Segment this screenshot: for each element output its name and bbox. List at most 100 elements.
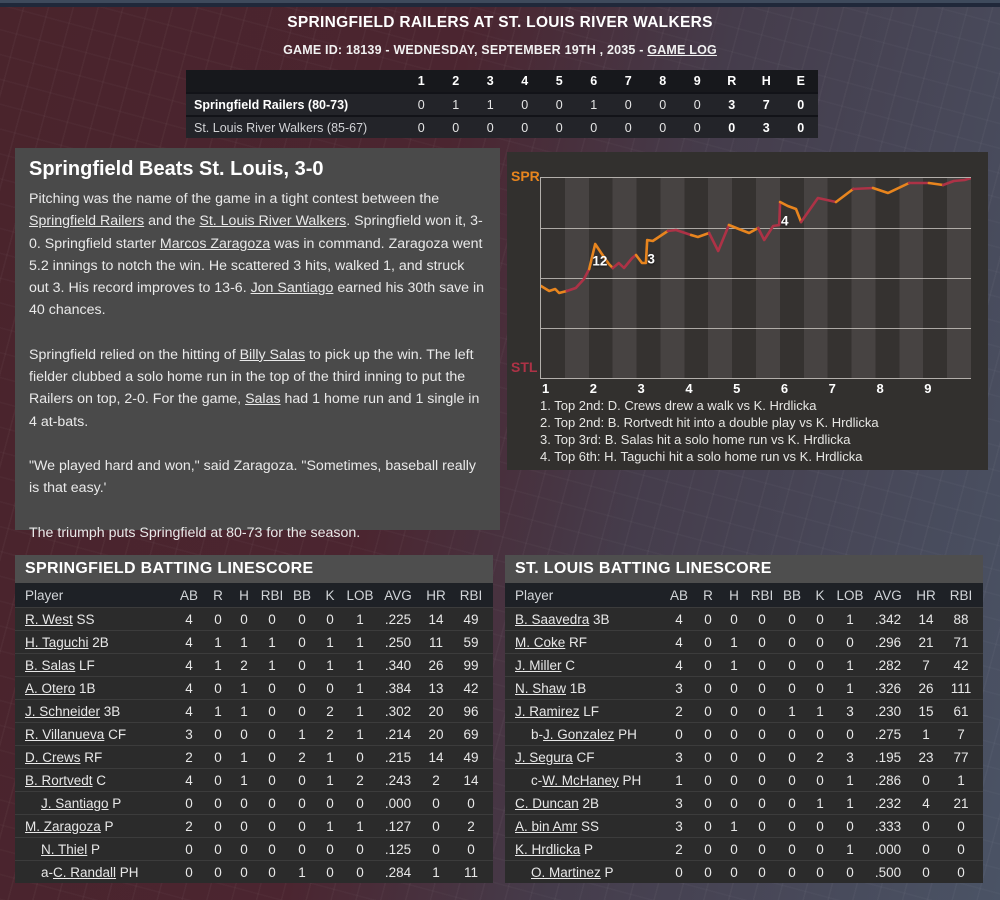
- stat-cell: 4: [922, 795, 930, 811]
- stat-cell: 0: [758, 818, 766, 834]
- stat-cell: 21: [918, 634, 934, 650]
- stat-cell: 0: [298, 841, 306, 857]
- batting-row: J. Santiago P 0 0 0 0 0 0 0 .000 0 0: [15, 791, 493, 814]
- stat-cell: 0: [730, 749, 738, 765]
- player-link[interactable]: O. Martinez: [531, 864, 601, 880]
- stat-cell: 0: [957, 864, 965, 880]
- batting-row: c-W. McHaney PH 1 0 0 0 0 0 1 .286 0 1: [505, 768, 983, 791]
- stat-cell: 0: [326, 795, 334, 811]
- player-link[interactable]: J. Santiago: [41, 795, 109, 811]
- player-link[interactable]: B. Saavedra: [515, 611, 590, 627]
- stat-cell: 71: [953, 634, 969, 650]
- stat-cell: 0: [788, 818, 796, 834]
- player-link[interactable]: N. Shaw: [515, 680, 567, 696]
- player-link[interactable]: M. Zaragoza: [25, 818, 101, 834]
- stat-cell: 111: [950, 680, 972, 696]
- game-log-link[interactable]: GAME LOG: [647, 43, 717, 57]
- stat-cell: 1: [846, 772, 854, 788]
- stat-cell: 1: [268, 634, 276, 650]
- stat-cell: 1: [356, 818, 364, 834]
- player-position: P: [600, 864, 614, 880]
- linescore-team-row: Springfield Railers (80-73) 0 1 1 0 0 1 0 0 0 3 7 0: [186, 92, 818, 115]
- player-link[interactable]: J. Segura: [515, 749, 573, 765]
- inning-tick-label: 2: [589, 381, 597, 396]
- player-link[interactable]: C. Duncan: [515, 795, 579, 811]
- player-link[interactable]: H. Taguchi: [25, 634, 89, 650]
- stat-cell: 0: [240, 841, 248, 857]
- stat-cell: 0: [846, 864, 854, 880]
- batting-row: J. Miller C 4 0 1 0 0 0 1 .282 7 42: [505, 653, 983, 676]
- player-link[interactable]: B. Salas: [25, 657, 76, 673]
- player-team-link[interactable]: Marcos Zaragoza: [159, 235, 271, 252]
- stat-cell: 0: [467, 795, 475, 811]
- player-link[interactable]: B. Rortvedt: [25, 772, 93, 788]
- spr-axis-label: SPR: [511, 168, 540, 184]
- stat-cell: 4: [675, 657, 683, 673]
- stat-cell: .275: [874, 726, 902, 742]
- player-link[interactable]: R. West: [25, 611, 73, 627]
- stat-cell: 1: [675, 772, 683, 788]
- player-link[interactable]: M. Coke: [515, 634, 566, 650]
- stat-cell: 0: [816, 680, 824, 696]
- stat-cell: 0: [240, 864, 248, 880]
- stat-cell: 0: [730, 841, 738, 857]
- stat-cell: 0: [298, 680, 306, 696]
- stat-cell: 0: [816, 818, 824, 834]
- player-link[interactable]: R. Villanueva: [25, 726, 105, 742]
- stat-cell: 2: [356, 772, 364, 788]
- player-team-link[interactable]: Springfield Railers: [29, 213, 145, 230]
- player-link[interactable]: C. Randall: [53, 864, 117, 880]
- player-link[interactable]: A. bin Amr: [515, 818, 578, 834]
- batting-row: C. Duncan 2B 3 0 0 0 0 1 1 .232 4 21: [505, 791, 983, 814]
- player-link[interactable]: J. Schneider: [25, 703, 101, 719]
- player-position: RF: [80, 749, 103, 765]
- player-team-link[interactable]: St. Louis River Walkers: [199, 213, 347, 230]
- stat-cell: .127: [384, 818, 412, 834]
- recap-headline: Springfield Beats St. Louis, 3-0: [29, 158, 324, 180]
- stat-cell: 0: [788, 749, 796, 765]
- player-team-link[interactable]: Billy Salas: [239, 346, 306, 363]
- player-team-link[interactable]: Jon Santiago: [250, 280, 334, 297]
- stat-cell: 3: [675, 680, 683, 696]
- win-probability-chart: 12 3 4: [540, 177, 971, 379]
- player-link[interactable]: J. Ramirez: [515, 703, 580, 719]
- player-position: 2B: [578, 795, 600, 811]
- player-cell: c-W. McHaney PH: [531, 772, 642, 788]
- stat-cell: 4: [185, 680, 193, 696]
- player-link[interactable]: A. Otero: [25, 680, 76, 696]
- stat-cell: .326: [874, 680, 902, 696]
- player-team-link[interactable]: Salas: [245, 391, 281, 408]
- player-position: P: [580, 841, 594, 857]
- stat-cell: 4: [675, 611, 683, 627]
- stat-cell: 4: [185, 657, 193, 673]
- player-cell: K. Hrdlicka P: [505, 842, 663, 857]
- batting-row: B. Rortvedt C 4 0 1 0 0 1 2 .243 2 14: [15, 768, 493, 791]
- stat-cell: .232: [874, 795, 902, 811]
- batting-row: M. Coke RF 4 0 1 0 0 0 0 .296 21 71: [505, 630, 983, 653]
- stat-cell: .286: [874, 772, 902, 788]
- recap-paragraph: "We played hard and won," said Zaragoza.…: [29, 455, 486, 500]
- stat-cell: 1: [356, 680, 364, 696]
- player-link[interactable]: J. Gonzalez: [543, 726, 615, 742]
- stat-cell: 0: [268, 611, 276, 627]
- stat-cell: 0: [214, 611, 222, 627]
- batting-row: B. Saavedra 3B 4 0 0 0 0 0 1 .342 14 88: [505, 607, 983, 630]
- stat-cell: 1: [326, 749, 334, 765]
- batting-row: O. Martinez P 0 0 0 0 0 0 0 .500 0 0: [505, 860, 983, 883]
- player-link[interactable]: D. Crews: [25, 749, 81, 765]
- stat-cell: 0: [185, 841, 193, 857]
- player-link[interactable]: W. McHaney: [542, 772, 619, 788]
- batting-table-title: SPRINGFIELD BATTING LINESCORE: [15, 555, 493, 583]
- stat-cell: 0: [326, 680, 334, 696]
- stat-cell: 3: [675, 749, 683, 765]
- stat-cell: 0: [704, 657, 712, 673]
- stat-cell: 1: [356, 657, 364, 673]
- player-link[interactable]: N. Thiel: [41, 841, 88, 857]
- player-link[interactable]: J. Miller: [515, 657, 562, 673]
- stat-cell: 0: [758, 841, 766, 857]
- stat-cell: 2: [185, 818, 193, 834]
- player-link[interactable]: K. Hrdlicka: [515, 841, 581, 857]
- stat-cell: 3: [675, 818, 683, 834]
- stat-cell: 0: [704, 749, 712, 765]
- recap-paragraph: The triumph puts Springfield at 80-73 fo…: [29, 522, 486, 544]
